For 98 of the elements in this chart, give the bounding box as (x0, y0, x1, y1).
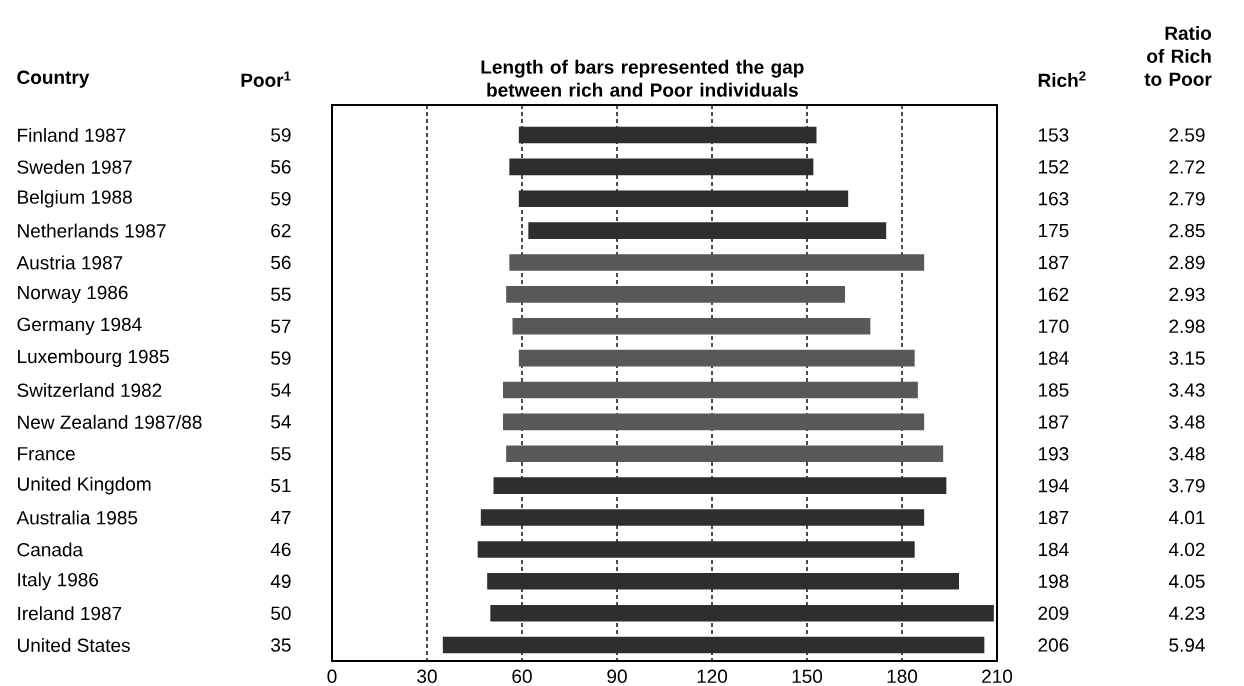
data-label: 187 (1038, 415, 1069, 429)
x-tick-label: 60 (512, 669, 532, 683)
data-label: 194 (1038, 478, 1069, 493)
text: 2.98 (1169, 319, 1205, 333)
text: 5.94 (1169, 638, 1205, 652)
text: 4.02 (1168, 542, 1205, 557)
bar (506, 445, 944, 463)
text: 59 (271, 192, 291, 206)
data-label: 163 (1038, 192, 1069, 206)
y-tick-label: France (18, 447, 75, 461)
y-tick-label: United Kingdom (17, 476, 151, 495)
data-label: 184 (1038, 542, 1069, 557)
text: Rich$^{2}$ (1038, 71, 1086, 88)
data-label: 187 (1038, 255, 1069, 270)
y-tick-label: Austria 1987 (16, 255, 123, 270)
x-tick-label: 120 (697, 669, 728, 683)
text: 47 (270, 511, 291, 525)
y-tick-label: New Zealand 1987/88 (18, 414, 202, 429)
bar (480, 509, 925, 526)
text: 2.79 (1169, 192, 1205, 206)
y-tick-label: Australia 1985 (16, 510, 138, 525)
text: 51 (271, 479, 291, 493)
text: 54 (271, 383, 291, 397)
data-label: 153 (1038, 128, 1069, 142)
bar (493, 477, 947, 494)
text: 3.79 (1169, 478, 1205, 493)
data-label: 185 (1038, 383, 1069, 397)
text: 2.89 (1169, 255, 1205, 270)
bar (512, 317, 871, 335)
bar (503, 381, 918, 399)
bar (518, 126, 817, 144)
text: 2.59 (1169, 128, 1205, 142)
data-label: 209 (1038, 606, 1069, 620)
bar (518, 349, 915, 367)
bar (509, 158, 814, 176)
text: 56 (271, 255, 291, 270)
y-axis-title: Country (17, 70, 90, 88)
data-label: 198 (1038, 574, 1069, 589)
y-tick-label: Norway 1986 (18, 285, 128, 303)
data-label: 162 (1038, 287, 1069, 302)
text: 4.23 (1168, 606, 1205, 620)
text: 50 (271, 606, 291, 620)
text: 55 (271, 447, 291, 461)
x-tick-label: 30 (417, 669, 437, 683)
data-label: 152 (1038, 160, 1069, 174)
text: 3.48 (1169, 447, 1205, 461)
data-label: 187 (1038, 510, 1069, 525)
text: 3.48 (1169, 415, 1205, 429)
text: 46 (270, 542, 291, 557)
y-tick-label: Belgium 1988 (18, 189, 132, 208)
text: 62 (271, 223, 291, 238)
data-label: 175 (1038, 223, 1069, 238)
y-tick-label: Luxembourg 1985 (18, 349, 169, 367)
data-label: 206 (1038, 638, 1069, 652)
text: 35 (271, 638, 291, 652)
y-tick-label: Netherlands 1987 (18, 223, 166, 238)
text: 57 (271, 319, 291, 333)
text: Ratio of Rich to Poor (1144, 26, 1212, 86)
bar (477, 541, 915, 558)
y-tick-label: Ireland 1987 (18, 606, 122, 621)
text: 59 (271, 128, 291, 142)
data-label: 193 (1038, 447, 1069, 461)
bar (528, 222, 887, 239)
text: 4.01 (1168, 510, 1205, 525)
text: 2.72 (1169, 160, 1205, 174)
text: 4.05 (1168, 574, 1205, 589)
bar (490, 604, 994, 622)
y-tick-label: Canada (17, 542, 84, 557)
data-label: 184 (1038, 351, 1069, 365)
text: 2.93 (1169, 287, 1205, 302)
x-tick-label: 180 (887, 669, 918, 683)
bar (442, 636, 985, 654)
chart-title: Length of bars represented the gap between rich and Poor individuals (481, 59, 804, 97)
text: 49 (270, 574, 291, 589)
text: 54 (271, 415, 291, 429)
y-tick-label: Germany 1984 (17, 317, 142, 335)
bar (518, 190, 849, 208)
bar (509, 254, 925, 271)
text: 59 (271, 351, 291, 365)
y-tick-label: Italy 1986 (18, 572, 99, 591)
text: 55 (271, 287, 291, 302)
x-tick-label: 0 (327, 669, 337, 683)
x-tick-label: 210 (982, 669, 1013, 683)
y-tick-label: United States (17, 638, 130, 653)
bar (503, 413, 925, 431)
bar (506, 286, 845, 303)
x-tick-label: 150 (792, 669, 823, 683)
text: 56 (271, 160, 291, 174)
text: Poor$^{1}$ (241, 71, 291, 87)
text: 3.15 (1169, 351, 1205, 365)
x-tick-label: 90 (607, 669, 627, 683)
y-tick-label: Switzerland 1982 (17, 383, 162, 397)
bar (487, 573, 959, 590)
text: 2.85 (1169, 223, 1205, 238)
text: 3.43 (1169, 383, 1205, 397)
y-tick-label: Finland 1987 (18, 127, 126, 142)
y-tick-label: Sweden 1987 (17, 159, 132, 174)
data-label: 170 (1038, 319, 1069, 333)
